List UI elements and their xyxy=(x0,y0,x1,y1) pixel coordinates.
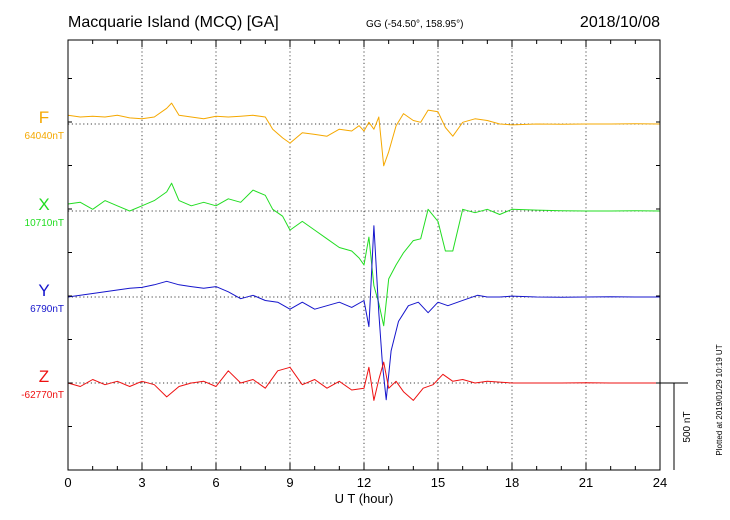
x-tick-label: 15 xyxy=(431,475,445,490)
x-tick-label: 18 xyxy=(505,475,519,490)
series-line-f xyxy=(67,102,661,167)
scale-bar: 500 nT xyxy=(660,382,693,470)
series-baseline-x: 10710nT xyxy=(25,218,64,229)
x-tick-label: 3 xyxy=(138,475,145,490)
series-baseline-y: 6790nT xyxy=(30,304,64,315)
coordinates-label: GG (-54.50°, 158.95°) xyxy=(366,19,464,30)
series-name-z: Z xyxy=(39,367,49,386)
x-tick-label: 24 xyxy=(653,475,667,490)
grid-lines xyxy=(68,40,660,470)
x-tick-labels: 0 3 6 9 12 15 18 21 24 xyxy=(64,475,667,490)
series-line-y xyxy=(67,225,660,401)
series-line-x xyxy=(67,182,661,327)
frame-ticks xyxy=(67,40,661,470)
series-name-x: X xyxy=(38,195,49,214)
scale-bar-label: 500 nT xyxy=(682,411,693,442)
series-lines xyxy=(67,102,661,401)
x-tick-label: 12 xyxy=(357,475,371,490)
plotted-timestamp: Plotted at 2019/01/29 10:19 UT xyxy=(715,344,724,455)
x-tick-label: 21 xyxy=(579,475,593,490)
date-label: 2018/10/08 xyxy=(580,14,660,31)
x-tick-label: 6 xyxy=(212,475,219,490)
series-labels: F 64040nT X 10710nT Y 6790nT Z -62770nT xyxy=(21,108,64,401)
series-name-f: F xyxy=(39,108,49,127)
x-axis-label: U T (hour) xyxy=(335,491,394,506)
series-name-y: Y xyxy=(38,281,49,300)
x-tick-label: 0 xyxy=(64,475,71,490)
x-tick-label: 9 xyxy=(286,475,293,490)
series-line-z xyxy=(67,361,660,401)
series-baseline-z: -62770nT xyxy=(21,390,64,401)
series-baseline-f: 64040nT xyxy=(25,131,64,142)
station-title: Macquarie Island (MCQ) [GA] xyxy=(68,14,279,31)
